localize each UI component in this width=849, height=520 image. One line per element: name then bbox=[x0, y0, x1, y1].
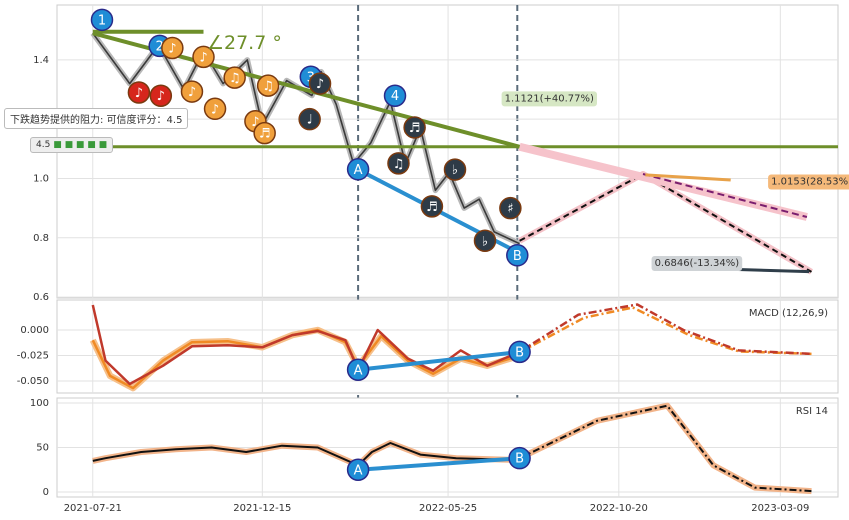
marker-label: ♫ bbox=[262, 79, 274, 94]
marker bbox=[90, 8, 114, 32]
marker-label: ♫ bbox=[393, 157, 405, 172]
y-tick-label: 0.000 bbox=[20, 325, 49, 336]
x-tick-label: 2021-07-21 bbox=[64, 503, 122, 514]
panel-label: MACD (12,26,9) bbox=[749, 308, 828, 319]
resistance-label: 下跌趋势提供的阻力: 可信度评分：4.5 bbox=[4, 108, 189, 129]
x-tick-label: 2022-05-25 bbox=[419, 503, 477, 514]
marker bbox=[161, 36, 184, 60]
y-tick-label: 0.6 bbox=[33, 292, 49, 303]
marker bbox=[127, 81, 151, 104]
annotation: 0.6846(-13.34%) bbox=[651, 256, 743, 272]
marker-label: ♪ bbox=[251, 115, 259, 130]
marker bbox=[403, 116, 426, 139]
score: 4.5 bbox=[36, 140, 51, 150]
score-label: 4.5 ■ ■ ■ ■ ■ bbox=[30, 137, 114, 153]
marker bbox=[473, 229, 497, 253]
trend-line bbox=[518, 142, 808, 221]
marker bbox=[508, 446, 531, 470]
marker bbox=[506, 244, 529, 267]
marker bbox=[443, 158, 467, 181]
marker-label: ♬ bbox=[426, 200, 438, 215]
marker bbox=[180, 80, 204, 103]
marker bbox=[387, 152, 410, 175]
marker bbox=[253, 121, 276, 145]
marker bbox=[192, 45, 215, 69]
y-tick-label: 0 bbox=[43, 487, 49, 498]
marker-label: B bbox=[515, 452, 524, 467]
x-tick-label: 2021-12-15 bbox=[233, 503, 291, 514]
annotation-text: 1.1121(+40.77%) bbox=[505, 93, 594, 104]
y-tick-label: 1.0 bbox=[33, 173, 49, 184]
marker-label: A bbox=[354, 363, 363, 378]
y-tick-label: 1.4 bbox=[33, 55, 49, 66]
marker-label: 1 bbox=[98, 13, 106, 28]
y-tick-label: -0.025 bbox=[17, 350, 49, 361]
marker-label: ♭ bbox=[482, 234, 488, 249]
annotation-text: 1.0153(28.53%) bbox=[771, 176, 849, 187]
marker-label: ♩ bbox=[307, 113, 313, 128]
annotation: 1.0153(28.53%) bbox=[768, 174, 849, 190]
annotation: ∠27.7 ° bbox=[207, 32, 282, 54]
marker-label: ♪ bbox=[168, 42, 176, 57]
trend-line bbox=[357, 456, 520, 472]
marker bbox=[383, 84, 407, 107]
marker bbox=[499, 196, 522, 220]
panel-label: RSI 14 bbox=[796, 406, 828, 417]
annotation-text: 0.6846(-13.34%) bbox=[655, 258, 740, 269]
x-tick-label: 2023-03-09 bbox=[751, 503, 809, 514]
annotation-text: ∠27.7 ° bbox=[207, 32, 282, 54]
y-tick-label: -0.050 bbox=[17, 376, 49, 387]
annotation-box bbox=[501, 91, 598, 107]
series-line bbox=[518, 303, 812, 356]
marker-label: ♪ bbox=[135, 86, 143, 101]
marker bbox=[298, 107, 321, 131]
marker bbox=[149, 84, 173, 107]
trend-line bbox=[642, 173, 808, 218]
marker-label: ♪ bbox=[316, 77, 324, 92]
marker bbox=[308, 72, 332, 95]
annotation: 1.1121(+40.77%) bbox=[501, 91, 598, 107]
marker-label: A bbox=[354, 163, 363, 178]
marker bbox=[346, 158, 370, 181]
marker bbox=[223, 66, 246, 89]
marker-label: ♫ bbox=[229, 71, 241, 86]
marker-label: 4 bbox=[391, 89, 399, 104]
trend-line bbox=[357, 349, 520, 372]
y-tick-label: 50 bbox=[36, 443, 49, 454]
marker-label: ♪ bbox=[199, 50, 207, 65]
marker-label: B bbox=[513, 249, 522, 264]
marker-label: A bbox=[354, 463, 363, 478]
marker-label: ♪ bbox=[188, 85, 196, 100]
marker-label: ♬ bbox=[409, 121, 421, 136]
y-tick-label: 100 bbox=[30, 398, 49, 409]
marker-label: ♬ bbox=[259, 127, 271, 142]
marker bbox=[508, 340, 531, 364]
marker bbox=[420, 195, 444, 218]
series-line bbox=[91, 304, 521, 386]
marker bbox=[203, 97, 227, 121]
marker-label: ♯ bbox=[507, 202, 513, 217]
marker-label: 2 bbox=[156, 39, 164, 54]
x-tick-label: 2022-10-20 bbox=[590, 503, 648, 514]
marker-label: B bbox=[515, 345, 524, 360]
series-line bbox=[519, 404, 812, 493]
marker-label: ♪ bbox=[157, 89, 165, 104]
marker bbox=[346, 358, 370, 381]
trend-line bbox=[645, 173, 731, 182]
marker bbox=[346, 458, 370, 482]
marker-label: ♭ bbox=[452, 163, 458, 178]
marker bbox=[256, 74, 280, 97]
panel bbox=[56, 4, 839, 299]
series-line bbox=[92, 442, 520, 467]
marker-label: ♪ bbox=[211, 102, 219, 117]
annotation-box bbox=[768, 174, 849, 190]
y-tick-label: 0.8 bbox=[33, 233, 49, 244]
annotation-box bbox=[651, 256, 743, 272]
